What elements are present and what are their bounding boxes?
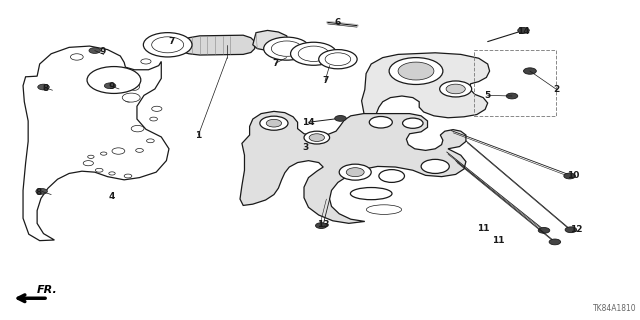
Circle shape — [389, 58, 443, 84]
Polygon shape — [253, 30, 288, 51]
Circle shape — [150, 117, 157, 121]
Circle shape — [89, 48, 100, 53]
Circle shape — [440, 81, 472, 97]
Circle shape — [70, 54, 83, 60]
Circle shape — [100, 152, 107, 155]
Ellipse shape — [366, 205, 402, 214]
Circle shape — [298, 46, 329, 61]
Text: 11: 11 — [492, 236, 504, 245]
Text: 9: 9 — [99, 47, 106, 56]
Text: 8: 8 — [43, 84, 49, 93]
Circle shape — [339, 164, 371, 180]
Circle shape — [271, 41, 302, 56]
Text: 11: 11 — [477, 224, 490, 233]
Text: 12: 12 — [570, 225, 582, 234]
Bar — [474, 50, 556, 116]
Circle shape — [309, 134, 324, 141]
Circle shape — [141, 59, 151, 64]
Ellipse shape — [351, 188, 392, 200]
Circle shape — [104, 83, 116, 89]
Polygon shape — [362, 53, 490, 125]
Circle shape — [95, 168, 103, 172]
Circle shape — [518, 28, 529, 33]
Text: 13: 13 — [317, 220, 330, 229]
Circle shape — [564, 173, 575, 179]
Circle shape — [506, 93, 518, 99]
Text: 7: 7 — [322, 76, 328, 85]
Text: 5: 5 — [484, 91, 491, 100]
Circle shape — [565, 227, 577, 233]
Text: 2: 2 — [554, 85, 560, 94]
Text: 3: 3 — [303, 143, 309, 152]
Circle shape — [319, 50, 357, 69]
Circle shape — [398, 62, 434, 80]
Circle shape — [446, 84, 465, 94]
Circle shape — [38, 84, 49, 90]
Text: 1: 1 — [195, 131, 202, 140]
Circle shape — [379, 170, 404, 182]
Circle shape — [304, 131, 330, 144]
Circle shape — [112, 148, 125, 154]
Circle shape — [131, 125, 144, 132]
Circle shape — [152, 106, 162, 111]
Text: 7: 7 — [168, 37, 175, 46]
Circle shape — [549, 239, 561, 245]
Polygon shape — [23, 46, 169, 241]
Circle shape — [83, 161, 93, 166]
Circle shape — [36, 188, 47, 194]
Circle shape — [538, 228, 550, 233]
Ellipse shape — [127, 79, 140, 90]
Circle shape — [124, 174, 132, 178]
Text: TK84A1810: TK84A1810 — [593, 304, 637, 313]
Circle shape — [109, 172, 115, 175]
Circle shape — [266, 119, 282, 127]
Circle shape — [143, 33, 192, 57]
Circle shape — [260, 116, 288, 130]
Text: 6: 6 — [335, 18, 341, 27]
Circle shape — [291, 42, 337, 65]
Circle shape — [325, 53, 351, 66]
Text: 14: 14 — [302, 118, 315, 127]
Polygon shape — [240, 111, 466, 223]
Circle shape — [524, 68, 536, 74]
Text: 7: 7 — [272, 59, 278, 68]
Circle shape — [122, 93, 140, 102]
Circle shape — [152, 37, 184, 53]
Text: 10: 10 — [566, 171, 579, 180]
Circle shape — [403, 118, 423, 128]
Circle shape — [369, 116, 392, 128]
Circle shape — [264, 37, 310, 60]
Text: 14: 14 — [517, 27, 530, 36]
Circle shape — [136, 148, 143, 152]
Text: 9: 9 — [109, 82, 115, 91]
Circle shape — [87, 67, 141, 93]
Circle shape — [88, 155, 94, 158]
Circle shape — [335, 116, 346, 121]
Text: 4: 4 — [109, 192, 115, 201]
Circle shape — [421, 159, 449, 173]
Polygon shape — [180, 35, 255, 55]
Text: 8: 8 — [35, 188, 42, 197]
Text: FR.: FR. — [37, 285, 58, 295]
Ellipse shape — [124, 95, 132, 102]
Circle shape — [316, 223, 327, 228]
Circle shape — [147, 139, 154, 143]
Circle shape — [346, 168, 364, 177]
